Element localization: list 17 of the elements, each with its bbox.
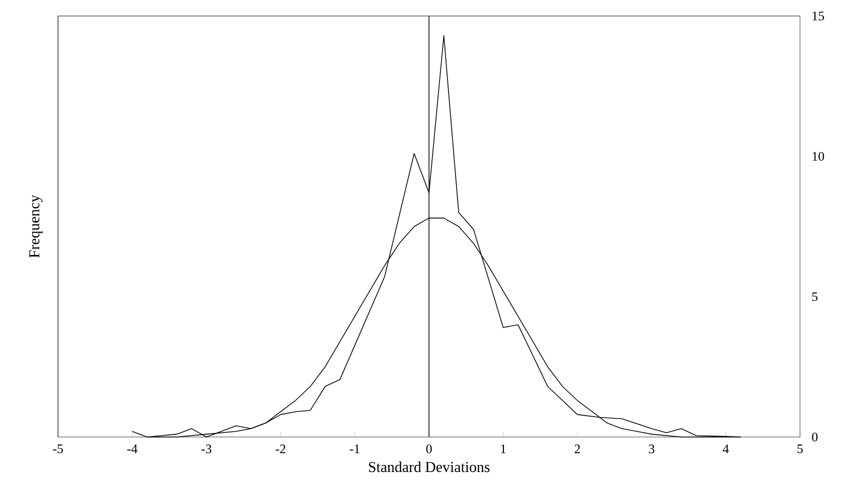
y-tick-label: 0 <box>812 432 818 442</box>
x-tick-label: -2 <box>276 444 286 454</box>
x-tick-label: 4 <box>722 444 729 454</box>
x-axis-title: Standard Deviations <box>368 462 490 472</box>
x-tick-label: 0 <box>426 444 432 454</box>
y-tick-label: 15 <box>812 12 824 20</box>
x-tick-label: -1 <box>350 444 360 454</box>
x-tick-label: -3 <box>201 444 212 454</box>
x-tick-label: 1 <box>501 444 506 454</box>
y-tick-label: 10 <box>812 152 824 161</box>
x-tick-label: 5 <box>798 444 803 454</box>
y-axis-title: Frequency <box>29 194 42 258</box>
x-tick-label: -5 <box>53 444 63 454</box>
x-tick-label: -4 <box>127 444 138 454</box>
x-tick-label: 2 <box>574 444 580 454</box>
y-tick-label: 5 <box>812 292 818 301</box>
x-tick-label: 3 <box>648 444 654 454</box>
